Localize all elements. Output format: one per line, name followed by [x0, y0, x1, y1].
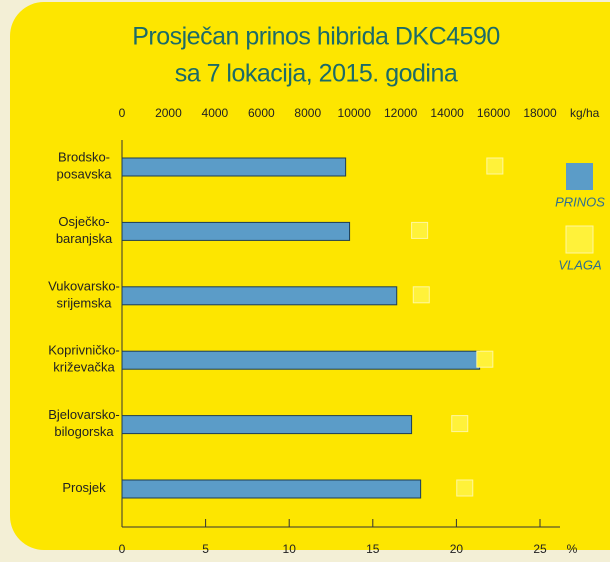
moisture-marker [412, 286, 430, 304]
moisture-marker [456, 479, 474, 497]
chart-title: sa 7 lokacija, 2015. godina [175, 60, 458, 88]
y-tick-label: Osječko-baranjska [56, 214, 113, 246]
panel [10, 2, 610, 550]
x2-tick-label: 0 [119, 542, 126, 556]
x-tick-label: 8000 [294, 106, 321, 120]
x-tick-label: 2000 [155, 106, 182, 120]
y-tick-label-line: Prosjek [62, 480, 106, 495]
x-tick-label: 6000 [248, 106, 275, 120]
legend-swatch [565, 225, 594, 254]
y-tick-label-line: Brodsko- [58, 150, 110, 165]
moisture-marker [486, 157, 504, 175]
y-tick-label-line: Bjelovarsko- [48, 408, 120, 423]
x-tick-label: 10000 [338, 106, 372, 120]
y-tick-label: Prosjek [62, 480, 106, 495]
y-tick-label-line: srijemska [57, 296, 113, 311]
y-tick-label-line: bilogorska [54, 425, 114, 440]
x2-tick-label: 20 [450, 542, 464, 556]
x-tick-label: 12000 [384, 106, 418, 120]
bar [121, 415, 413, 435]
y-tick-label: Koprivničko-križevačka [48, 343, 120, 375]
bar [121, 221, 351, 241]
x-tick-label: 16000 [477, 106, 511, 120]
y-tick-label-line: Koprivničko- [48, 343, 120, 358]
x2-unit: % [567, 542, 578, 556]
y-tick-label-line: posavska [57, 167, 113, 182]
x2-tick-label: 25 [533, 542, 547, 556]
x2-tick-label: 15 [366, 542, 380, 556]
chart-title: Prosječan prinos hibrida DKC4590 [132, 23, 500, 51]
bar [121, 286, 398, 306]
y-tick-label: Bjelovarsko-bilogorska [48, 408, 120, 440]
legend-swatch [566, 163, 593, 190]
bar [121, 157, 347, 177]
x2-tick-label: 10 [283, 542, 297, 556]
legend-label: VLAGA [558, 257, 601, 272]
legend-label: PRINOS [555, 194, 605, 209]
x-tick-label: 14000 [430, 106, 464, 120]
x-tick-label: 18000 [523, 106, 557, 120]
y-tick-label-line: križevačka [53, 360, 115, 375]
x-unit: kg/ha [570, 106, 600, 120]
y-tick-label-line: Vukovarsko- [48, 279, 120, 294]
bar [121, 479, 422, 499]
y-tick-label-line: Osječko- [58, 214, 109, 229]
x2-tick-label: 5 [202, 542, 209, 556]
bar [121, 350, 481, 370]
x-tick-label: 4000 [202, 106, 229, 120]
y-tick-label: Vukovarsko-srijemska [48, 279, 120, 311]
x-tick-label: 0 [119, 106, 126, 120]
moisture-marker [476, 350, 494, 368]
moisture-marker [451, 415, 469, 433]
y-tick-label: Brodsko-posavska [57, 150, 113, 182]
moisture-marker [411, 221, 429, 239]
y-tick-label-line: baranjska [56, 231, 113, 246]
